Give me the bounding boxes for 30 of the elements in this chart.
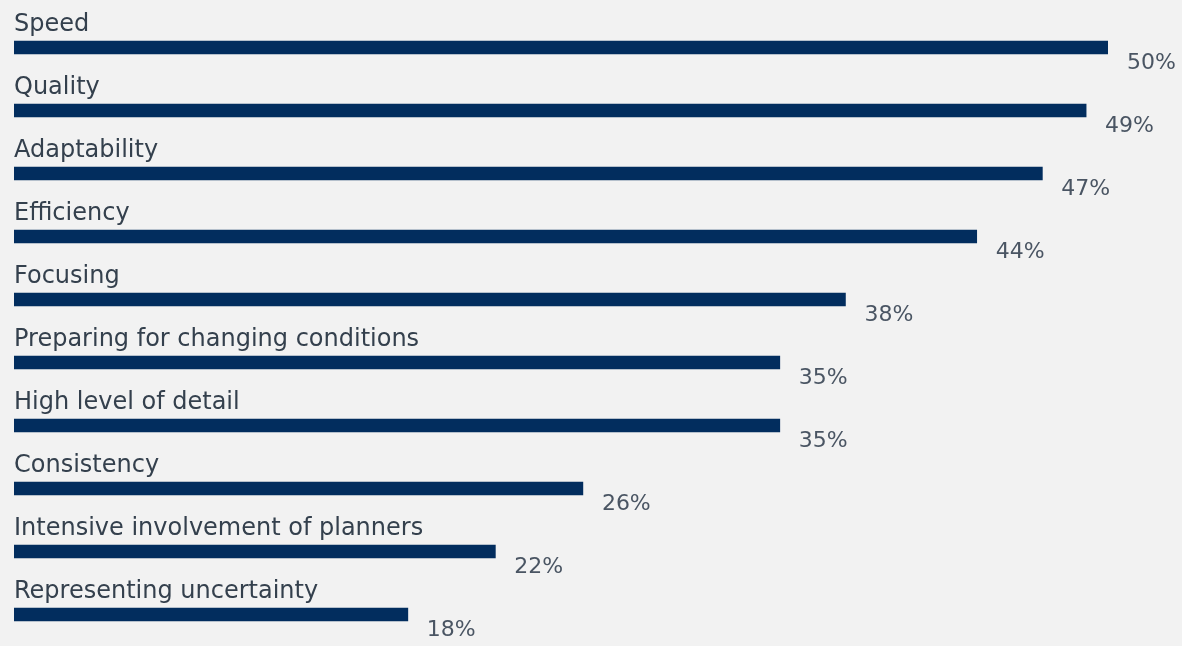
data-label: 26% — [601, 490, 651, 515]
y-tick-label: Quality — [14, 72, 100, 100]
y-tick-label: Speed — [14, 9, 90, 37]
bar — [14, 355, 781, 370]
bar — [14, 166, 1043, 181]
data-label: 18% — [426, 616, 476, 641]
data-label: 38% — [864, 301, 914, 326]
y-tick-label: Preparing for changing conditions — [14, 324, 420, 352]
data-label: 22% — [514, 553, 564, 578]
bar — [14, 607, 409, 622]
data-label: 47% — [1061, 175, 1111, 200]
y-tick-label: Adaptability — [14, 135, 159, 163]
data-label: 35% — [798, 364, 848, 389]
y-tick-label: High level of detail — [14, 387, 240, 415]
bar — [14, 40, 1108, 55]
bar — [14, 229, 978, 244]
bar — [14, 418, 781, 433]
y-tick-label: Consistency — [14, 450, 160, 478]
data-label: 50% — [1127, 49, 1176, 74]
y-tick-label: Focusing — [14, 261, 120, 289]
data-label: 44% — [995, 238, 1045, 263]
data-label: 35% — [798, 427, 848, 452]
data-label: 49% — [1105, 112, 1155, 137]
y-tick-label: Intensive involvement of planners — [14, 513, 424, 541]
y-tick-label: Efficiency — [14, 198, 130, 226]
bar — [14, 544, 496, 559]
bar — [14, 292, 846, 307]
bar — [14, 481, 584, 496]
y-tick-label: Representing uncertainty — [14, 576, 319, 604]
bar — [14, 103, 1087, 118]
